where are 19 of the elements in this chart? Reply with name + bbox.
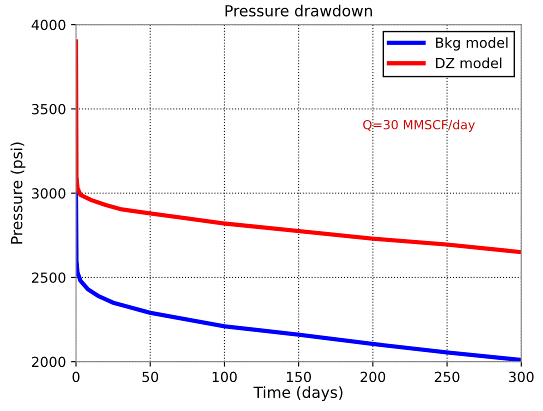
y-tick-label: 2000	[32, 356, 66, 368]
x-tick-label: 150	[286, 372, 311, 382]
y-tick-label: 2500	[32, 272, 66, 283]
y-tick-label: 4000	[32, 20, 66, 30]
line-series	[76, 39, 522, 254]
y-axis-title: Pressure (psi)	[10, 142, 26, 244]
y-tick-label: 3500	[32, 104, 66, 114]
x-tick-label: 0	[72, 372, 80, 382]
annotation: Q=30 MMSCF/day	[363, 120, 475, 132]
x-tick-label: 200	[360, 372, 386, 382]
legend-label: DZ model	[436, 58, 502, 68]
chart-title: Pressure drawdown	[226, 4, 372, 17]
x-tick-label: 100	[212, 372, 237, 382]
legend-label: Bkg model	[436, 37, 508, 51]
x-tick-label: 300	[509, 372, 534, 382]
x-tick-label: 250	[434, 372, 460, 382]
y-tick-label: 3000	[32, 188, 66, 199]
x-axis-title: Time (days)	[253, 386, 342, 402]
x-tick-label: 50	[142, 372, 158, 382]
